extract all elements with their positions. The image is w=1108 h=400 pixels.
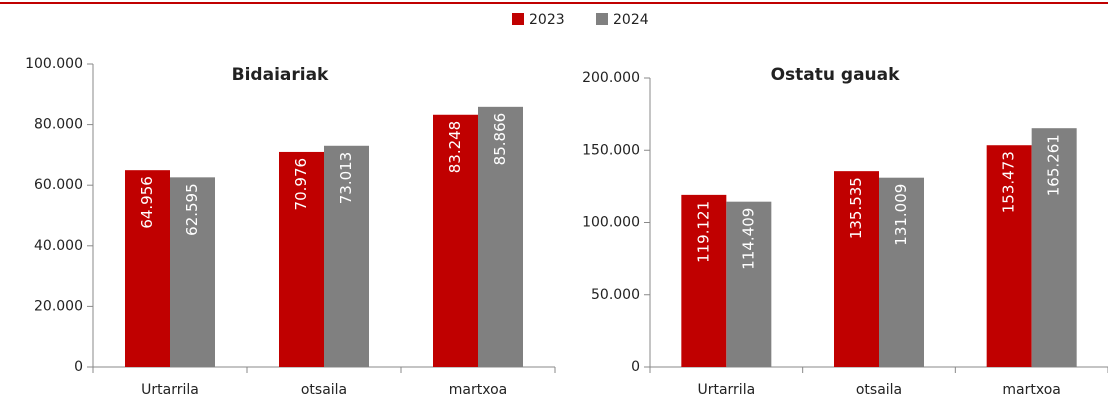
y-tick-label: 60.000 <box>34 177 83 193</box>
bar <box>1031 128 1077 367</box>
data-label: 131.009 <box>892 184 910 246</box>
y-tick-label: 100.000 <box>582 215 640 231</box>
legend-label: 2023 <box>529 12 565 28</box>
y-tick-label: 40.000 <box>34 238 83 254</box>
y-tick-label: 0 <box>631 359 640 375</box>
bar <box>279 151 324 367</box>
data-label: 64.956 <box>138 176 156 229</box>
legend-swatch <box>596 13 608 25</box>
x-tick-label: Urtarrila <box>697 382 755 398</box>
bar <box>726 201 772 367</box>
y-tick-label: 80.000 <box>34 117 83 133</box>
legend-label: 2024 <box>613 12 649 28</box>
data-label: 73.013 <box>337 152 355 205</box>
bar <box>433 114 478 367</box>
data-label: 85.866 <box>491 113 509 166</box>
data-label: 135.535 <box>847 177 865 239</box>
bar <box>125 170 170 367</box>
y-tick-label: 0 <box>74 359 83 375</box>
data-label: 119.121 <box>694 201 712 263</box>
data-label: 165.261 <box>1045 134 1063 196</box>
bar <box>681 194 727 367</box>
x-tick-label: martxoa <box>449 382 507 398</box>
data-label: 114.409 <box>739 208 757 270</box>
y-tick-label: 150.000 <box>582 142 640 158</box>
bar <box>879 177 924 367</box>
data-label: 153.473 <box>1000 151 1018 213</box>
x-tick-label: martxoa <box>1002 382 1060 398</box>
legend-swatch <box>512 13 524 25</box>
bar <box>478 106 523 367</box>
bar <box>324 145 369 367</box>
y-tick-label: 20.000 <box>34 298 83 314</box>
x-tick-label: otsaila <box>856 382 902 398</box>
y-tick-label: 100.000 <box>25 56 83 72</box>
bar <box>170 177 215 367</box>
data-label: 83.248 <box>446 121 464 174</box>
data-label: 70.976 <box>292 158 310 211</box>
chart-title: Ostatu gauak <box>771 65 901 85</box>
bar <box>986 145 1032 367</box>
y-tick-label: 50.000 <box>591 287 640 303</box>
chart-title: Bidaiariak <box>232 65 329 85</box>
x-tick-label: Urtarrila <box>141 382 199 398</box>
bar <box>834 171 879 367</box>
x-tick-label: otsaila <box>301 382 347 398</box>
y-tick-label: 200.000 <box>582 70 640 86</box>
data-label: 62.595 <box>183 183 201 236</box>
